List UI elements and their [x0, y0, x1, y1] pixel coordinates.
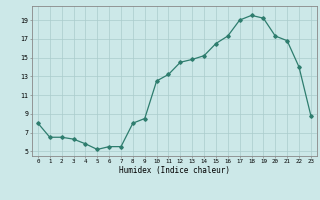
X-axis label: Humidex (Indice chaleur): Humidex (Indice chaleur) — [119, 166, 230, 175]
